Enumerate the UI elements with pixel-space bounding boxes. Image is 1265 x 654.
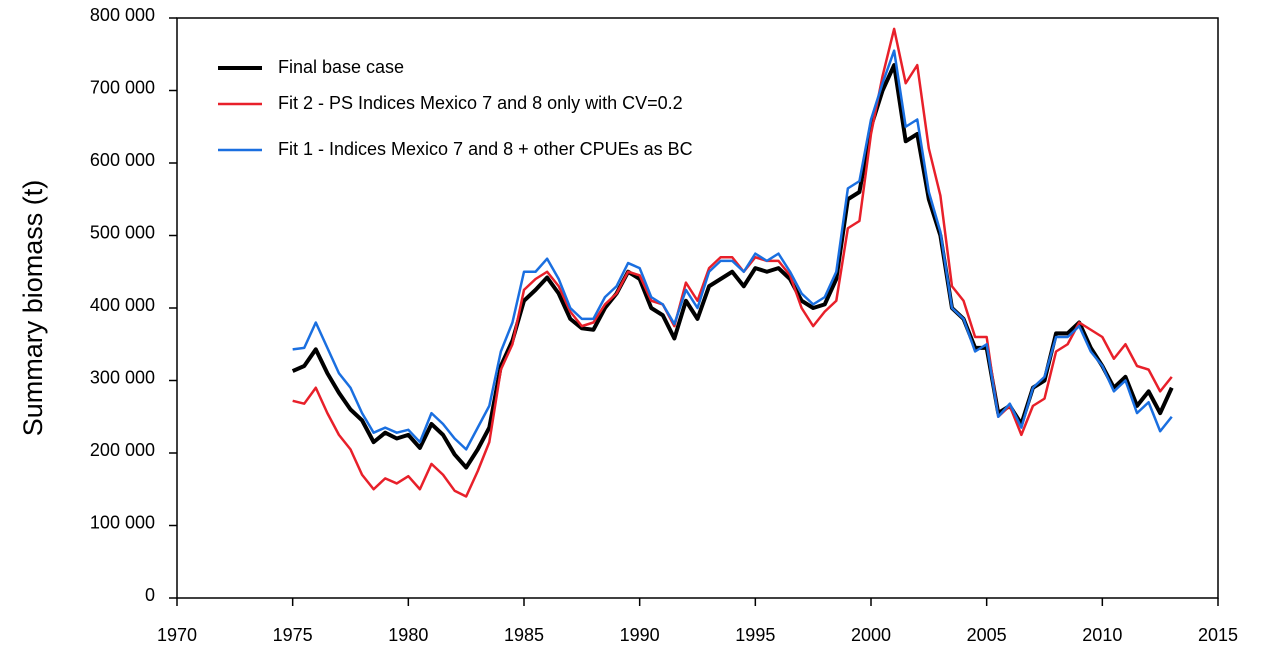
x-tick-label: 1970: [157, 625, 197, 645]
x-tick-label: 2010: [1082, 625, 1122, 645]
y-tick-label: 700 000: [90, 77, 155, 97]
y-tick-label: 0: [145, 585, 155, 605]
x-tick-label: 2015: [1198, 625, 1238, 645]
y-tick-label: 800 000: [90, 5, 155, 25]
y-tick-label: 100 000: [90, 512, 155, 532]
y-tick-label: 400 000: [90, 295, 155, 315]
series-line: [291, 63, 1174, 470]
legend-label: Fit 1 - Indices Mexico 7 and 8 + other C…: [278, 139, 693, 159]
y-axis-label: Summary biomass (t): [18, 180, 48, 437]
series-line: [292, 27, 1173, 498]
x-tick-label: 1985: [504, 625, 544, 645]
y-tick-label: 500 000: [90, 222, 155, 242]
y-tick-label: 200 000: [90, 440, 155, 460]
x-tick-label: 1990: [620, 625, 660, 645]
x-tick-label: 1975: [273, 625, 313, 645]
x-tick-label: 1980: [388, 625, 428, 645]
y-tick-label: 300 000: [90, 367, 155, 387]
x-tick-label: 1995: [735, 625, 775, 645]
y-tick-label: 600 000: [90, 150, 155, 170]
x-tick-label: 2000: [851, 625, 891, 645]
legend-label: Final base case: [278, 57, 404, 77]
series-line: [292, 49, 1173, 451]
legend-label: Fit 2 - PS Indices Mexico 7 and 8 only w…: [278, 93, 683, 113]
x-tick-label: 2005: [967, 625, 1007, 645]
